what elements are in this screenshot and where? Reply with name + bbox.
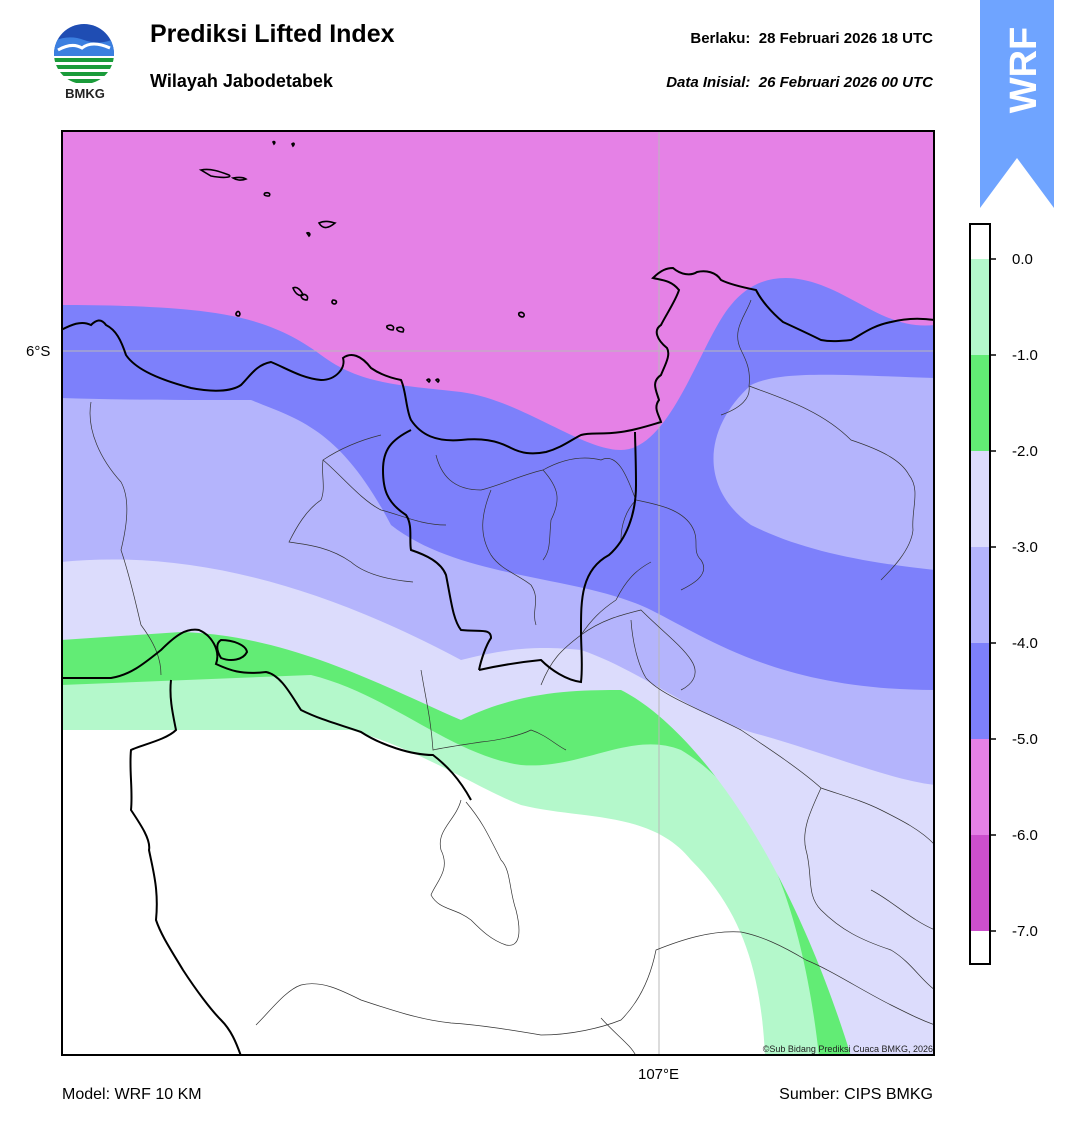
colorbar-tick-label: -5.0 bbox=[1012, 731, 1038, 748]
logo-text: BMKG bbox=[65, 86, 105, 101]
coastline bbox=[61, 266, 935, 455]
colorbar-segment bbox=[970, 451, 990, 547]
wrf-badge bbox=[980, 0, 1054, 210]
thousand-islands bbox=[198, 140, 525, 384]
init-label: Data Inisial: bbox=[666, 74, 751, 91]
colorbar-tick-label: -2.0 bbox=[1012, 443, 1038, 460]
colorbar-frame bbox=[969, 223, 991, 965]
model-text: Model: WRF 10 KM bbox=[62, 1086, 202, 1103]
province-boundaries bbox=[61, 429, 638, 1056]
map-frame bbox=[61, 130, 935, 1056]
wrf-badge-text: WRF bbox=[1003, 27, 1045, 114]
colorbar-segment bbox=[970, 547, 990, 643]
page-title: Prediksi Lifted Index bbox=[150, 20, 395, 48]
colorbar-segment bbox=[970, 835, 990, 931]
valid-label: Berlaku: bbox=[690, 30, 751, 47]
colorbar-tick-label: -3.0 bbox=[1012, 539, 1038, 556]
colorbar-tick-label: -6.0 bbox=[1012, 827, 1038, 844]
colorbar-tick-label: 0.0 bbox=[1012, 251, 1033, 268]
bmkg-logo-icon bbox=[52, 20, 116, 100]
lon-label-107e: 107°E bbox=[638, 1066, 680, 1083]
colorbar-segment bbox=[970, 643, 990, 739]
colorbar-tick-label: -7.0 bbox=[1012, 923, 1038, 940]
band-minus3-pocket bbox=[713, 374, 935, 570]
colorbar-segment bbox=[970, 259, 990, 355]
init-time: Data Inisial: 26 Februari 2026 00 UTC bbox=[666, 74, 933, 91]
source-text: Sumber: CIPS BMKG bbox=[779, 1086, 933, 1103]
colorbar-segment bbox=[970, 355, 990, 451]
valid-time: Berlaku: 28 Februari 2026 18 UTC bbox=[690, 30, 933, 47]
district-boundaries bbox=[89, 299, 935, 1056]
colorbar-tick-label: -1.0 bbox=[1012, 347, 1038, 364]
valid-time-value: 28 Februari 2026 18 UTC bbox=[758, 30, 933, 47]
lifted-index-map bbox=[61, 130, 935, 1056]
colorbar-segment-above-0 bbox=[970, 224, 990, 259]
colorbar-legend: 0.0 -1.0 -2.0 -3.0 -4.0 -5.0 -6.0 -7.0 bbox=[960, 222, 1068, 970]
init-time-value: 26 Februari 2026 00 UTC bbox=[758, 74, 933, 91]
page-subtitle: Wilayah Jabodetabek bbox=[150, 71, 333, 91]
band-minus5-to-minus6 bbox=[61, 130, 935, 450]
colorbar-segment bbox=[970, 739, 990, 835]
wrf-badge-text-wrap: WRF bbox=[980, 0, 1054, 150]
colorbar-tick-label: -4.0 bbox=[1012, 635, 1038, 652]
credit-text: ©Sub Bidang Prediksi Cuaca BMKG, 2026 bbox=[762, 1044, 933, 1054]
lat-label-6s: 6°S bbox=[26, 343, 51, 360]
